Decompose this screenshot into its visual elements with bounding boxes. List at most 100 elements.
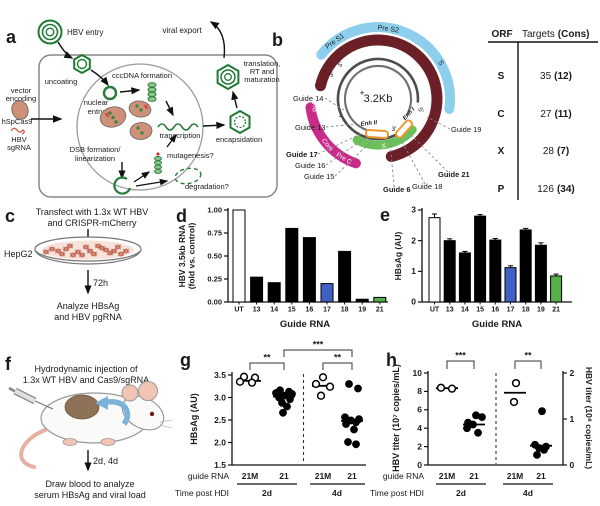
significance-bracket (322, 362, 353, 370)
bar-19 (355, 298, 369, 303)
x-tick-label: 15 (476, 307, 484, 314)
data-point-21M-2d (436, 383, 446, 392)
hbv-entry-label: HBV entry (67, 28, 103, 37)
significance-bracket (249, 362, 285, 370)
bar-16 (302, 237, 316, 303)
bar-17 (320, 283, 334, 303)
nucleus-circle (76, 63, 204, 191)
y-tick-label: 4 (417, 423, 422, 433)
group-guide-label: 21M (507, 471, 524, 481)
significance-stars: ** (334, 353, 342, 363)
panel-label-c: c (5, 206, 15, 226)
circulation-arrowhead (95, 396, 108, 410)
guide-16-label: Guide 16 (295, 161, 325, 170)
bar-18 (338, 250, 352, 303)
analysis-label-2: and HBV pgRNA (54, 312, 122, 322)
transcription-arrow (165, 100, 174, 117)
table-header-targets: Targets (Cons) (522, 29, 589, 40)
y-axis-title: HBV titer (10⁷ copies/mL) (391, 364, 401, 472)
panel-a-hbv-lifecycle-diagram: a HBV entry uncoating cccDNA formation (2, 19, 280, 198)
data-point-21M-4d (325, 382, 335, 391)
y-axis-title: HBsAg (AU) (189, 393, 199, 445)
bar-19 (534, 244, 547, 303)
encapsidation-label: encapsidation (216, 135, 262, 144)
hepg2-cell-icon (86, 247, 94, 255)
x-tick-label: UT (430, 307, 440, 314)
encapsidation-arrow (202, 121, 226, 130)
mouse-eye (149, 411, 155, 417)
data-point-21-4d (352, 418, 360, 427)
bar-15 (285, 227, 299, 303)
guide-19-label: Guide 19 (451, 125, 481, 134)
y-tick-label: 2 (411, 235, 416, 245)
bar-14 (267, 282, 281, 303)
time-group-label: 2d (262, 488, 272, 498)
rna-squiggle-icon (157, 123, 199, 131)
three-prime-label-b: 3' (392, 126, 397, 133)
encapsidation-capsid-icon (229, 109, 251, 135)
x-tick-label: 13 (253, 307, 261, 314)
mouse-foot (62, 438, 78, 446)
hbv-rna-chart: 0.00 0.25 0.50 0.75 1.00 UT 13 14 15 16 17 18 19 21 Gu… (177, 206, 388, 330)
x-tick-label: 17 (323, 307, 331, 314)
panel-c-transfection-workflow: c Transfect with 1.3x WT HBV and CRISPR-… (4, 206, 148, 322)
guide-6-label: Guide 6 (383, 185, 411, 194)
three-prime-label-a: 3' (328, 71, 336, 79)
mutated-dna-icon (154, 152, 162, 174)
y-tick-label: 0 (411, 297, 416, 307)
x-tick-label: 14 (461, 307, 469, 314)
sgrna-label-1: HBV (11, 135, 26, 144)
x-tick-label: 16 (491, 307, 499, 314)
enh2-box-icon (364, 128, 390, 140)
blood-analysis-label-1: Draw blood to analyze (45, 479, 134, 489)
significance-bracket (283, 349, 353, 357)
table-row-orf: P (498, 184, 505, 195)
group-guide-label: 21 (469, 471, 479, 481)
bar-15 (474, 215, 487, 303)
mouse-foot (100, 438, 116, 446)
circulation-arrow (107, 399, 131, 426)
syringe-barrel (13, 388, 37, 404)
y-tick-label: 3.5 (214, 370, 226, 380)
bar-16 (489, 239, 502, 303)
degradation-arrow (135, 178, 169, 187)
cccdna-formation-label: cccDNA formation (112, 71, 172, 80)
cas9-protein-icon (11, 100, 29, 120)
mouse-ear (121, 384, 139, 402)
data-point-21M-4d (316, 391, 326, 400)
mouse-tail (19, 428, 47, 469)
panel-f-hdi-workflow: f Hydrodynamic injection of 1.3x WT HBV … (5, 354, 173, 500)
group-guide-label: 21M (315, 471, 332, 481)
hbv-virion-icon (37, 19, 63, 45)
mouse-illustration (8, 381, 173, 469)
bar-UT (232, 209, 246, 303)
hdi-title-1: Hydrodynamic injection of (34, 364, 138, 374)
translation-label-2: RT and (250, 67, 274, 76)
table-header-orf: ORF (491, 29, 512, 40)
hepg2-cell-icon (110, 247, 118, 255)
panel-label-h: h (386, 350, 397, 370)
data-point-21-2d (283, 402, 291, 411)
table-row-orf: S (498, 71, 505, 82)
panel-label-f: f (5, 354, 12, 374)
panel-e-hbsag-bar-chart: e 0 1 2 3 UT 13 14 15 16 17 18 19 21 Guide RNA HBsAg (… (380, 205, 572, 330)
viral-export-label: viral export (162, 26, 202, 35)
bar-21 (373, 296, 387, 303)
data-point-21-2d (478, 413, 486, 422)
panel-label-e: e (380, 205, 390, 225)
x-tick-label: 14 (270, 307, 278, 314)
data-point-21M-4d (509, 397, 519, 407)
capsid-icon (73, 53, 91, 75)
y-tick-label: 0.75 (207, 229, 222, 238)
table-row-value: 27 (11) (540, 109, 571, 120)
group-guide-label: 21 (536, 471, 546, 481)
incubation-time-label: 72h (93, 278, 108, 288)
dsb-label-2: linearization (75, 154, 115, 163)
significance-bracket (514, 360, 542, 369)
sgrna-label-2: sgRNA (7, 143, 31, 152)
y-tick-label: 0.50 (207, 252, 222, 261)
x-tick-label: 18 (522, 307, 530, 314)
entry-arrow (57, 41, 74, 59)
